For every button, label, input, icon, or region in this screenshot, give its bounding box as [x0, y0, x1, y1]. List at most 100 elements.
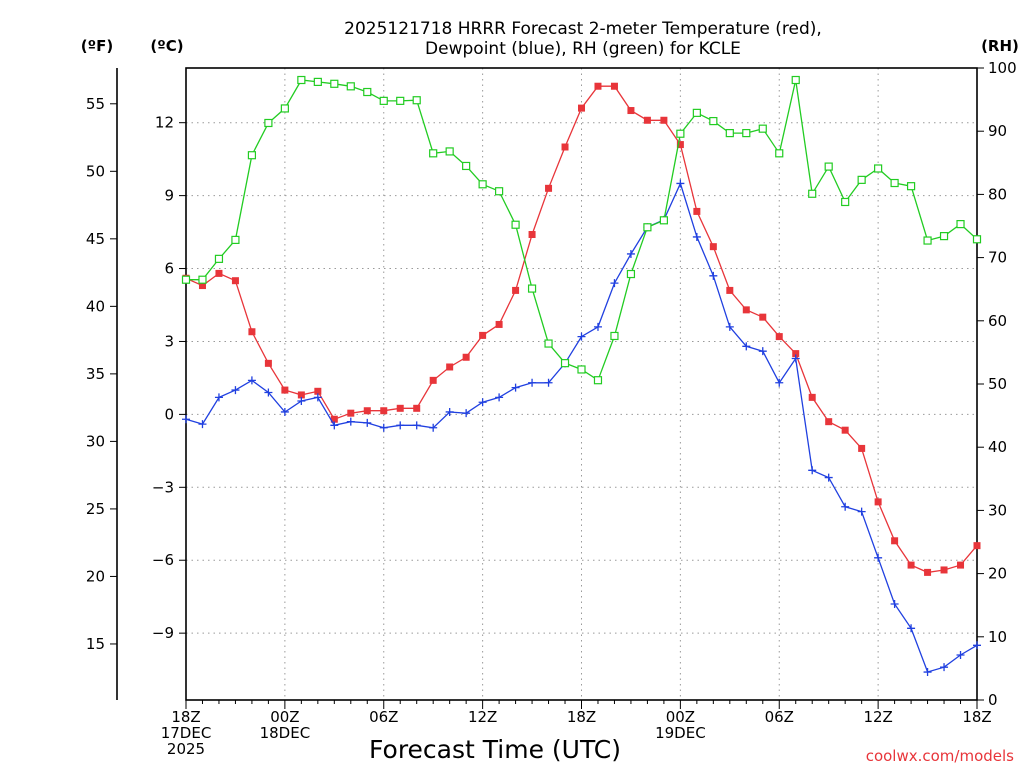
rh-point	[808, 189, 817, 198]
dewpoint-point	[330, 421, 339, 430]
rh-tick-label: 100	[988, 59, 1017, 77]
celsius-tick-label: 6	[164, 260, 174, 278]
rh-point	[906, 182, 916, 191]
rh-point	[857, 175, 866, 184]
fahrenheit-unit-label: (ºF)	[81, 37, 113, 55]
rh-axis: 0 10 20 30 40 50 60 70 80 90 100	[977, 59, 1017, 709]
temperature-point	[759, 313, 767, 321]
rh-point	[478, 180, 487, 189]
dewpoint-point	[346, 417, 355, 426]
rh-point	[544, 339, 553, 348]
temperature-point	[231, 277, 239, 285]
rh-point	[330, 79, 339, 88]
celsius-tick-label: −6	[152, 551, 174, 569]
rh-point	[511, 220, 520, 229]
fahrenheit-tick-label: 25	[86, 500, 105, 518]
temperature-point	[281, 386, 289, 394]
rh-point	[527, 284, 537, 293]
temperature-point	[808, 393, 816, 401]
temperature-point	[726, 286, 734, 294]
rh-tick-label: 0	[988, 691, 998, 709]
rh-point	[659, 216, 668, 225]
dewpoint-point	[445, 407, 454, 416]
time-tick-label: 12Z	[468, 708, 497, 726]
rh-point	[247, 151, 257, 160]
fahrenheit-tick-label: 15	[86, 635, 105, 653]
dewpoint-point	[593, 322, 602, 331]
temperature-point	[940, 566, 948, 574]
celsius-tick-label: 9	[164, 187, 174, 205]
fahrenheit-tick-label: 50	[86, 162, 105, 180]
rh-point	[577, 365, 586, 374]
time-tick-label: 18Z	[171, 708, 200, 726]
dewpoint-point	[940, 663, 949, 672]
dewpoint-point	[511, 383, 520, 392]
credit-text: coolwx.com/models	[866, 747, 1014, 765]
temperature-point	[495, 320, 503, 328]
rh-point	[874, 164, 883, 173]
dewpoint-point	[528, 378, 537, 387]
rh-point	[791, 75, 800, 85]
rh-point	[313, 77, 322, 87]
dewpoint-point	[808, 466, 817, 475]
temperature-point	[693, 207, 701, 215]
rh-point	[593, 376, 603, 385]
time-tick-label: 12Z	[863, 708, 892, 726]
rh-tick-label: 30	[988, 501, 1007, 519]
rh-tick-label: 40	[988, 438, 1007, 456]
temperature-point	[545, 184, 553, 192]
rh-point	[824, 162, 833, 171]
dewpoint-point	[478, 398, 487, 407]
rh-tick-label: 20	[988, 565, 1007, 583]
temperature-point	[314, 387, 322, 395]
dewpoint-point	[973, 641, 981, 650]
fahrenheit-tick-label: 45	[86, 230, 105, 248]
dewpoint-point	[264, 388, 273, 397]
rh-point	[890, 178, 899, 188]
rh-point	[972, 235, 982, 244]
temperature-point	[462, 353, 470, 361]
rh-point	[280, 104, 289, 113]
time-tick-label: 06Z	[765, 708, 794, 726]
rh-point	[775, 149, 784, 158]
rh-point	[445, 147, 454, 156]
temperature-point	[742, 306, 750, 314]
dewpoint-point	[429, 423, 438, 432]
fahrenheit-axis: 15 20 25 30 35 40 45 50 55	[86, 95, 117, 653]
rh-point	[214, 254, 224, 263]
rh-point	[956, 220, 965, 229]
celsius-axis: −9 −6 −3 0 3 6 9 12	[152, 114, 186, 642]
temperature-point	[627, 107, 635, 115]
rh-point	[626, 269, 636, 279]
temperature-point	[264, 359, 272, 367]
fahrenheit-tick-label: 40	[86, 297, 105, 315]
celsius-tick-label: 0	[164, 405, 174, 423]
dewpoint-point	[214, 393, 223, 402]
rh-point	[297, 75, 306, 85]
temperature-point	[610, 82, 618, 90]
celsius-tick-label: −9	[152, 624, 174, 642]
dewpoint-point	[412, 421, 421, 430]
rh-point	[363, 87, 372, 97]
rh-tick-label: 80	[988, 185, 1007, 203]
rh-point	[231, 235, 240, 245]
dewpoint-point	[182, 415, 190, 424]
dewpoint-point	[676, 179, 685, 188]
time-tick-label: 18Z	[567, 708, 596, 726]
rh-point	[429, 149, 438, 158]
rh-point	[610, 331, 619, 341]
x-axis-label: Forecast Time (UTC)	[369, 735, 621, 764]
temperature-point	[330, 415, 338, 423]
series-line-0	[185, 85, 978, 574]
dewpoint-point	[824, 473, 833, 482]
rh-point	[346, 82, 355, 91]
fahrenheit-tick-label: 30	[86, 432, 105, 450]
grid-lines	[186, 68, 977, 700]
rh-unit-label: (RH)	[981, 37, 1019, 55]
fahrenheit-tick-label: 55	[86, 95, 105, 113]
rh-point	[264, 118, 273, 128]
fahrenheit-tick-label: 20	[86, 567, 105, 585]
rh-point	[495, 187, 504, 196]
temperature-point	[429, 376, 437, 384]
